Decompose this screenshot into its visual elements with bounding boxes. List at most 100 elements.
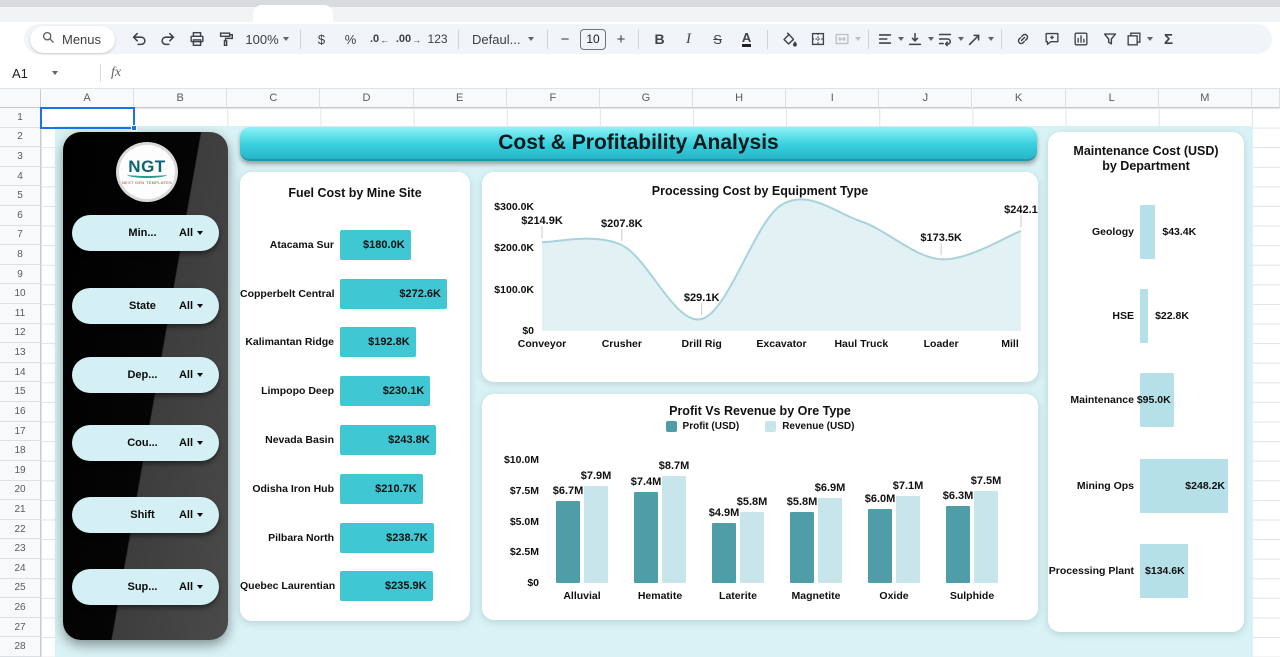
row-header-4[interactable]: 4 — [0, 166, 41, 187]
format-percent-button[interactable]: % — [337, 26, 364, 52]
text-wrap-button[interactable] — [936, 26, 965, 52]
column-header-B[interactable]: B — [134, 89, 228, 108]
row-header-21[interactable]: 21 — [0, 500, 41, 520]
maintenance-cost-title: Maintenance Cost (USD) by Department — [1073, 144, 1219, 173]
menus-search-button[interactable]: Menus — [30, 25, 116, 53]
increase-decimal-button[interactable]: .00 → — [395, 26, 422, 52]
bold-button[interactable]: B — [646, 26, 673, 52]
fill-handle[interactable] — [131, 125, 137, 131]
fuel-value-label: $238.7K — [386, 532, 428, 544]
column-header-F[interactable]: F — [506, 89, 600, 108]
undo-button[interactable] — [125, 26, 152, 52]
row-header-2[interactable]: 2 — [0, 127, 41, 148]
filter-pill-min[interactable]: Min... All — [72, 215, 219, 251]
arrow-right-icon: → — [412, 35, 422, 45]
text-color-button[interactable]: A — [733, 26, 760, 52]
column-header-H[interactable]: H — [693, 89, 787, 108]
column-header-D[interactable]: D — [320, 89, 414, 108]
paint-format-button[interactable] — [212, 26, 239, 52]
name-box[interactable]: A1 — [0, 66, 90, 81]
row-header-3[interactable]: 3 — [0, 147, 41, 167]
font-select[interactable]: Defaul... — [466, 26, 540, 52]
merge-cells-button[interactable] — [833, 26, 862, 52]
column-header-A[interactable]: A — [41, 89, 135, 108]
row-header-14[interactable]: 14 — [0, 362, 41, 383]
column-header-J[interactable]: J — [879, 89, 973, 108]
insert-chart-button[interactable] — [1067, 26, 1094, 52]
create-filter-button[interactable] — [1096, 26, 1123, 52]
row-header-23[interactable]: 23 — [0, 539, 41, 559]
profit-value-label: $6.0M — [864, 493, 896, 506]
filter-pill-state[interactable]: State All — [72, 288, 219, 324]
profit-x-category: Sulphide — [949, 590, 995, 602]
column-header-K[interactable]: K — [972, 89, 1066, 108]
strikethrough-button[interactable]: S — [704, 26, 731, 52]
row-header-11[interactable]: 11 — [0, 304, 41, 324]
active-tab-shape[interactable] — [253, 5, 333, 22]
filter-pill-dep[interactable]: Dep... All — [72, 357, 219, 393]
text-rotation-button[interactable] — [966, 26, 995, 52]
row-header-1[interactable]: 1 — [0, 108, 41, 128]
maintenance-bar — [1140, 373, 1174, 427]
column-header-C[interactable]: C — [227, 89, 321, 108]
row-header-26[interactable]: 26 — [0, 598, 41, 618]
row-header-28[interactable]: 28 — [0, 637, 41, 657]
area-x-category: Mill — [1001, 338, 1019, 350]
column-header-E[interactable]: E — [413, 89, 507, 108]
filter-pill-cou[interactable]: Cou... All — [72, 425, 219, 461]
row-header-17[interactable]: 17 — [0, 421, 41, 442]
profit-bar — [946, 505, 970, 583]
select-all-corner[interactable] — [0, 89, 41, 108]
row-header-27[interactable]: 27 — [0, 617, 41, 638]
active-cell-selection[interactable] — [40, 107, 137, 131]
area-value-label: $29.1K — [683, 291, 720, 304]
redo-button[interactable] — [154, 26, 181, 52]
legend-swatch — [665, 421, 677, 432]
row-header-9[interactable]: 9 — [0, 264, 41, 285]
toolbar-separator — [638, 29, 640, 49]
row-header-25[interactable]: 25 — [0, 578, 41, 599]
row-header-20[interactable]: 20 — [0, 480, 41, 501]
row-header-7[interactable]: 7 — [0, 225, 41, 246]
column-header-L[interactable]: L — [1065, 89, 1159, 108]
decrease-decimal-button[interactable]: .0 ← — [366, 26, 393, 52]
functions-button[interactable]: Σ — [1155, 26, 1182, 52]
row-header-13[interactable]: 13 — [0, 343, 41, 363]
vertical-align-button[interactable] — [906, 26, 935, 52]
fill-color-button[interactable] — [775, 26, 802, 52]
row-header-16[interactable]: 16 — [0, 402, 41, 422]
profit-y-tick: $5.0M — [509, 515, 539, 528]
row-header-10[interactable]: 10 — [0, 284, 41, 305]
filter-pill-sup[interactable]: Sup... All — [72, 569, 219, 605]
row-header-24[interactable]: 24 — [0, 558, 41, 579]
decrease-font-size-button[interactable]: − — [555, 26, 575, 52]
print-button[interactable] — [183, 26, 210, 52]
insert-link-button[interactable] — [1009, 26, 1036, 52]
format-currency-button[interactable]: $ — [308, 26, 335, 52]
insert-comment-button[interactable] — [1038, 26, 1065, 52]
horizontal-align-button[interactable] — [876, 26, 905, 52]
browser-tab-strip — [0, 0, 1280, 22]
borders-button[interactable] — [804, 26, 831, 52]
font-size-input[interactable]: 10 — [580, 28, 607, 50]
zoom-select[interactable]: 100% — [241, 26, 293, 52]
row-header-8[interactable]: 8 — [0, 245, 41, 265]
row-header-18[interactable]: 18 — [0, 441, 41, 461]
filter-pill-shift[interactable]: Shift All — [72, 497, 219, 533]
row-header-22[interactable]: 22 — [0, 519, 41, 540]
column-header-I[interactable]: I — [786, 89, 880, 108]
more-formats-button[interactable]: 123 — [424, 26, 451, 52]
row-header-5[interactable]: 5 — [0, 186, 41, 207]
profit-revenue-chart: $10.0M $7.5M $5.0M $2.5M $0 $6.7M $7.9M Alluvia… — [482, 394, 1038, 620]
profit-value-label: $5.8M — [786, 495, 818, 508]
italic-button[interactable]: I — [675, 26, 702, 52]
column-header-M[interactable]: M — [1158, 89, 1252, 108]
sheet-views-button[interactable] — [1125, 26, 1154, 52]
row-header-6[interactable]: 6 — [0, 206, 41, 226]
row-header-15[interactable]: 15 — [0, 382, 41, 403]
row-header-12[interactable]: 12 — [0, 323, 41, 344]
toolbar-separator — [868, 29, 870, 49]
increase-font-size-button[interactable]: + — [611, 26, 631, 52]
column-header-G[interactable]: G — [599, 89, 694, 108]
row-header-19[interactable]: 19 — [0, 460, 41, 481]
